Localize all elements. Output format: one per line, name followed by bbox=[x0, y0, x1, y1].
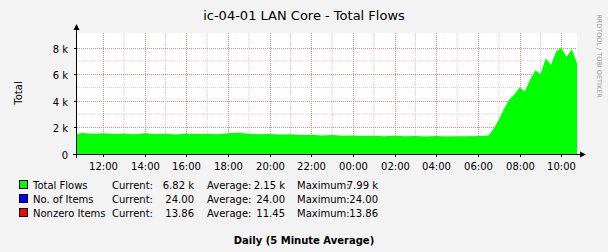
grid-line bbox=[436, 33, 437, 154]
x-tick bbox=[395, 154, 396, 157]
y-tick-label: 4 k bbox=[53, 97, 69, 108]
legend-stat-value: 7.99 k bbox=[347, 180, 378, 191]
minor-grid bbox=[457, 33, 458, 154]
y-tick bbox=[74, 154, 77, 155]
legend-stat-value: 13.86 bbox=[349, 208, 378, 219]
legend-label: Nonzero Items bbox=[33, 208, 106, 219]
legend-stat-label: Current: bbox=[112, 208, 153, 219]
minor-grid bbox=[77, 60, 577, 61]
x-tick bbox=[270, 154, 271, 157]
x-tick-label: 14:00 bbox=[131, 161, 160, 172]
grid-line bbox=[77, 48, 577, 49]
y-tick-label: 8 k bbox=[53, 44, 69, 55]
y-tick bbox=[74, 48, 77, 49]
title: ic-04-01 LAN Core - Total Flows bbox=[203, 8, 405, 23]
legend-stat-label: Maximum: bbox=[297, 194, 350, 205]
y-axis bbox=[76, 28, 77, 158]
legend: Total FlowsCurrent:6.82 kAverage:2.15 kM… bbox=[20, 180, 379, 219]
x-tick-label: 06:00 bbox=[464, 161, 493, 172]
footer: Daily (5 Minute Average) bbox=[234, 235, 374, 246]
x-tick-label: 22:00 bbox=[297, 161, 326, 172]
grid bbox=[77, 33, 577, 155]
x-tick-label: 20:00 bbox=[256, 161, 285, 172]
y-tick-label: 2 k bbox=[53, 123, 69, 134]
legend-stat-label: Maximum: bbox=[297, 180, 350, 191]
legend-swatch bbox=[20, 195, 28, 203]
legend-stat-label: Average: bbox=[207, 194, 251, 205]
x-tick-label: 08:00 bbox=[506, 161, 535, 172]
legend-stat-value: 24.00 bbox=[349, 194, 378, 205]
canvas bbox=[77, 33, 577, 154]
x-tick bbox=[311, 154, 312, 157]
x-tick-label: 04:00 bbox=[422, 161, 451, 172]
y-label: Total bbox=[13, 81, 24, 105]
legend-swatch bbox=[20, 209, 28, 217]
legend-stat-label: Average: bbox=[207, 208, 251, 219]
data-group bbox=[77, 48, 577, 154]
chart: ic-04-01 LAN Core - Total Flows 12:00 14:0… bbox=[0, 0, 608, 252]
legend-label: Total Flows bbox=[32, 180, 88, 191]
x-tick bbox=[478, 154, 479, 157]
x-tick-label: 02:00 bbox=[381, 161, 410, 172]
x-tick-label: 10:00 bbox=[547, 161, 576, 172]
area bbox=[77, 48, 577, 154]
legend-stat-value: 2.15 k bbox=[254, 180, 285, 191]
legend-stat-value: 13.86 bbox=[165, 208, 194, 219]
legend-stat-label: Average: bbox=[207, 180, 251, 191]
x-tick bbox=[561, 154, 562, 157]
x-tick-label: 18:00 bbox=[214, 161, 243, 172]
background bbox=[0, 0, 608, 252]
legend-stat-label: Current: bbox=[112, 194, 153, 205]
legend-stat-value: 24.00 bbox=[165, 194, 194, 205]
x-tick-label: 00:00 bbox=[339, 161, 368, 172]
minor-grid bbox=[77, 87, 577, 88]
y-tick bbox=[74, 127, 77, 128]
y-tick-label: 6 k bbox=[53, 70, 69, 81]
x-tick bbox=[145, 154, 146, 157]
legend-label: No. of Items bbox=[33, 194, 94, 205]
y-tick bbox=[74, 101, 77, 102]
legend-stat-value: 24.00 bbox=[256, 194, 285, 205]
y-arrow bbox=[74, 24, 80, 30]
legend-swatch bbox=[20, 181, 28, 189]
grid-line bbox=[77, 101, 577, 102]
y-tick bbox=[74, 74, 77, 75]
grid-line bbox=[478, 33, 479, 154]
x-axis bbox=[73, 154, 582, 155]
grid-line bbox=[77, 74, 577, 75]
x-tick bbox=[520, 154, 521, 157]
axes: 12:00 14:00 16:00 18:00 20:00 22:00 00:00 02:00… bbox=[53, 24, 586, 172]
legend-stat-value: 6.82 k bbox=[163, 180, 194, 191]
x-tick-label: 16:00 bbox=[172, 161, 201, 172]
x-tick bbox=[186, 154, 187, 157]
watermark: RRDTOOL / TOBI OETIKER bbox=[595, 14, 603, 98]
legend-stat-value: 11.45 bbox=[256, 208, 285, 219]
x-tick bbox=[353, 154, 354, 157]
y-tick-label: 0 bbox=[62, 150, 68, 161]
x-arrow bbox=[580, 152, 586, 158]
legend-stat-label: Current: bbox=[112, 180, 153, 191]
minor-grid bbox=[415, 33, 416, 154]
x-tick bbox=[103, 154, 104, 157]
x-tick bbox=[228, 154, 229, 157]
x-tick bbox=[436, 154, 437, 157]
x-tick-label: 12:00 bbox=[89, 161, 118, 172]
legend-stat-label: Maximum: bbox=[297, 208, 350, 219]
